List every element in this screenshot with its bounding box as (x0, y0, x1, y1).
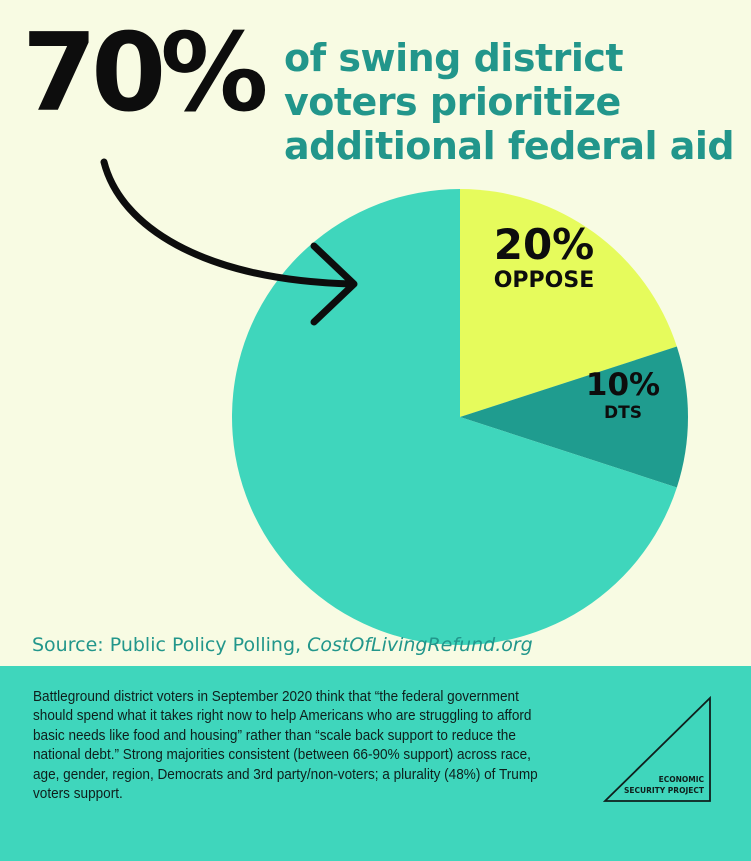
pie-slice-oppose (460, 189, 677, 417)
arrow-icon (100, 158, 358, 326)
slice-label-dts: DTS (604, 403, 642, 423)
source-prefix: Source: Public Policy Polling, (32, 634, 308, 656)
source-link[interactable]: CostOfLivingRefund.org (307, 634, 533, 656)
logo-line-2: SECURITY PROJECT (624, 786, 705, 795)
headline-line-2: voters prioritize (284, 80, 621, 124)
headline-line-3: additional federal aid (284, 124, 735, 168)
big-stat: 70% (22, 11, 269, 136)
source-line: Source: Public Policy Polling, CostOfLiv… (32, 634, 533, 656)
slice-value-oppose: 20% (494, 220, 595, 269)
pie-chart: 20%OPPOSE 10%DTS (232, 189, 688, 645)
logo-line-1: ECONOMIC (659, 775, 705, 784)
slice-label-oppose: OPPOSE (494, 268, 595, 293)
pie-slice-support (232, 189, 677, 645)
footer-panel: Battleground district voters in Septembe… (0, 666, 751, 861)
headline: of swing district voters prioritize addi… (284, 36, 744, 168)
economic-security-project-logo: ECONOMIC SECURITY PROJECT (603, 696, 711, 802)
pie-slice-dts (460, 346, 688, 488)
slice-value-dts: 10% (586, 367, 660, 403)
footer-text: Battleground district voters in Septembe… (33, 689, 538, 803)
headline-line-1: of swing district (284, 36, 624, 80)
